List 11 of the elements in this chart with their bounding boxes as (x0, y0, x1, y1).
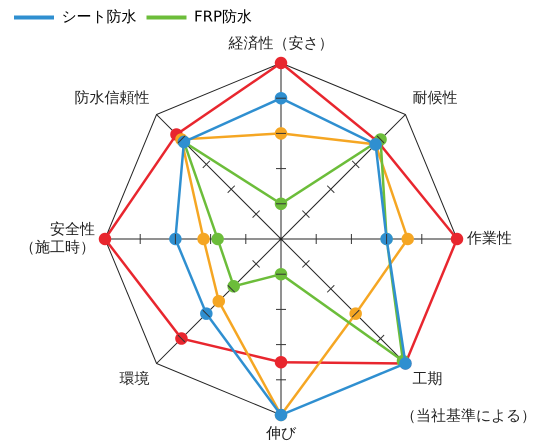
spoke-label: 作業性 (466, 228, 512, 247)
spoke-label: 経済性（安さ） (228, 34, 334, 52)
spoke-label: 工期 (412, 369, 443, 388)
spoke-label: 耐候性 (412, 88, 458, 106)
spoke-label: 安全性（施工時） (20, 220, 95, 256)
legend-label: シート防水 (62, 7, 136, 26)
spoke-label: 防水信頼性 (74, 88, 150, 106)
text: （当社基準による） (401, 406, 536, 424)
spoke-label: 伸び (265, 424, 297, 442)
legend-label: FRP防水 (194, 7, 252, 26)
spoke-label: 環境 (119, 369, 150, 388)
